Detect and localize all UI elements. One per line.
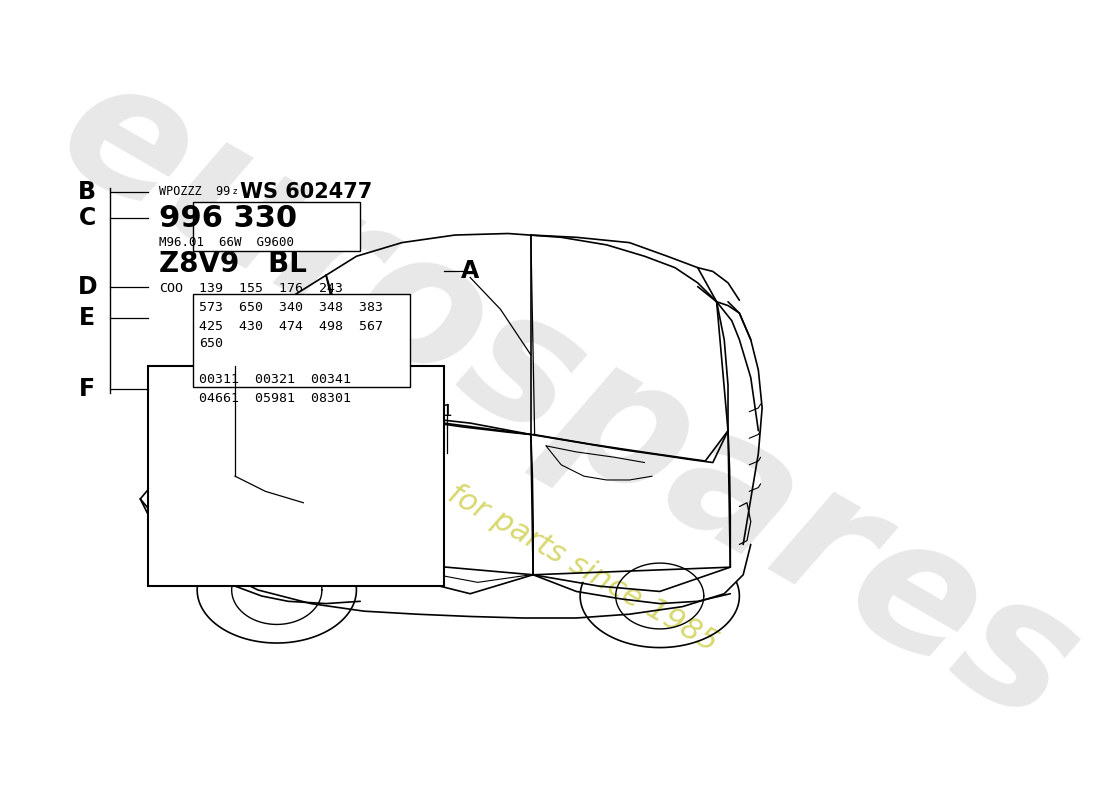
Text: F: F: [79, 377, 96, 401]
Text: 1: 1: [442, 404, 452, 419]
Bar: [147, 366, 443, 586]
Text: C: C: [78, 206, 96, 230]
Text: B: B: [78, 180, 96, 204]
Text: COO: COO: [160, 282, 184, 294]
Text: WPOZZZ  99: WPOZZZ 99: [160, 186, 231, 198]
Text: Z8V9   BL: Z8V9 BL: [160, 250, 307, 278]
Text: 573  650  340  348  383: 573 650 340 348 383: [199, 301, 383, 314]
Text: M96.01  66W  G9600: M96.01 66W G9600: [160, 236, 295, 249]
Text: A: A: [461, 259, 480, 283]
Text: z: z: [233, 186, 238, 195]
Bar: [194, 294, 409, 386]
Text: E: E: [79, 306, 96, 330]
Text: D: D: [77, 274, 97, 298]
Text: 04661  05981  08301: 04661 05981 08301: [199, 392, 351, 406]
Text: 00311  00321  00341: 00311 00321 00341: [199, 374, 351, 386]
Text: 996 330: 996 330: [160, 204, 297, 233]
Text: 139  155  176  243: 139 155 176 243: [199, 282, 343, 294]
Text: 650: 650: [199, 337, 222, 350]
Text: 425  430  474  498  567: 425 430 474 498 567: [199, 319, 383, 333]
Text: WS 602477: WS 602477: [241, 182, 373, 202]
Text: eurospares: eurospares: [31, 39, 1100, 762]
Bar: [194, 202, 360, 251]
Text: a passion for parts since 1985: a passion for parts since 1985: [309, 402, 723, 657]
